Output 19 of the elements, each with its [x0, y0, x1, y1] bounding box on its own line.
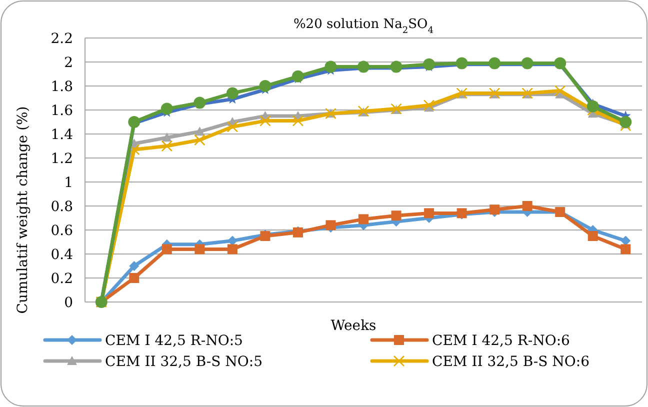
chart-title: %20 solution Na$_{2}$SO$_{4}$ — [293, 17, 434, 36]
y-axis-title: Cumulatif weight change (%) — [15, 106, 31, 314]
legend-label: CEM I 42,5 R-NO:5 — [105, 332, 243, 349]
y-tick-label: 2 — [64, 54, 73, 71]
y-tick-label: 1.4 — [50, 126, 74, 143]
y-tick-label: 0.2 — [50, 270, 73, 287]
x-axis-title: Weeks — [330, 318, 376, 334]
y-tick-label: 0.6 — [50, 222, 74, 239]
legend-label: CEM II 32,5 B-S NO:6 — [432, 354, 590, 370]
y-tick-label: 1.2 — [50, 150, 73, 167]
y-tick-label: 0.4 — [50, 246, 74, 263]
y-tick-label: 1 — [64, 174, 73, 191]
y-tick-label: 2.2 — [50, 30, 73, 47]
legend-label: CEM I 42,5 R-NO:6 — [432, 332, 570, 349]
y-tick-label: 1.6 — [50, 102, 74, 119]
legend-label: CEM II 32,5 B-S NO:5 — [105, 354, 263, 370]
y-tick-label: 1.8 — [50, 78, 73, 95]
y-tick-label: 0.8 — [50, 198, 73, 215]
y-tick-label: 0 — [64, 294, 73, 311]
